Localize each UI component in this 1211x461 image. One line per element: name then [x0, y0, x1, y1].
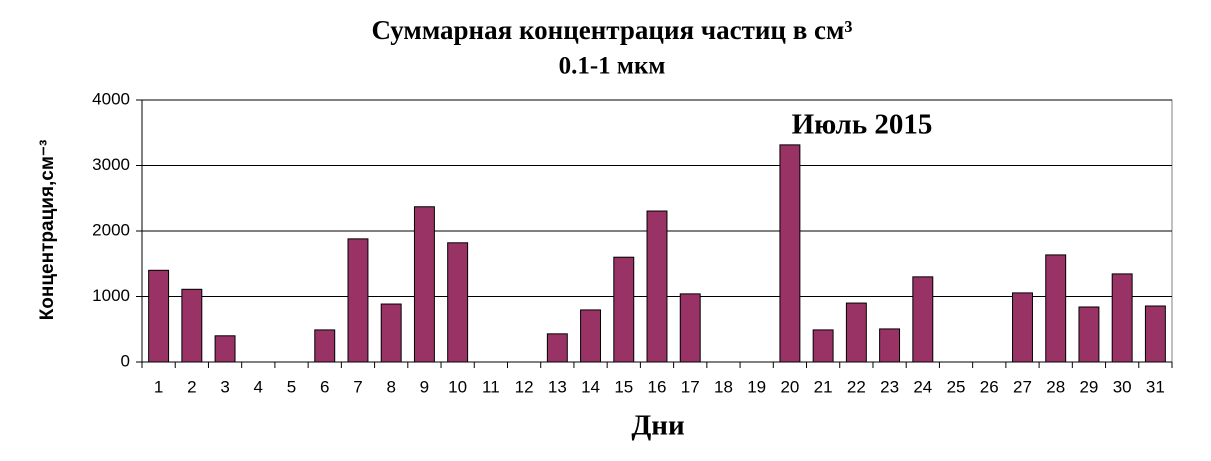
x-tick-label: 27: [1013, 377, 1032, 396]
x-tick-label: 7: [353, 377, 362, 396]
bar: [1012, 292, 1033, 363]
x-tick-label: 6: [320, 377, 329, 396]
x-tick-label: 11: [482, 377, 500, 396]
x-tick-label: 16: [648, 377, 667, 396]
x-tick-label: 1: [154, 377, 163, 396]
bar: [679, 293, 701, 363]
x-tick-label: 3: [220, 377, 229, 396]
bar: [314, 329, 336, 363]
x-tick-label: 31: [1146, 377, 1165, 396]
x-tick-label: 12: [515, 377, 534, 396]
y-tick-label: 3000: [92, 155, 130, 174]
bar: [214, 335, 236, 363]
bar: [380, 303, 402, 363]
y-tick-label: 0: [121, 351, 130, 370]
bar: [646, 210, 668, 363]
bar: [1045, 254, 1067, 363]
x-tick-label: 23: [880, 377, 899, 396]
x-tick-label: 25: [947, 377, 966, 396]
x-tick-label: 15: [614, 377, 633, 396]
x-axis-label: Дни: [631, 410, 684, 442]
x-tick-label: 14: [581, 377, 600, 396]
y-tick-label: 4000: [92, 89, 130, 108]
x-tick-label: 20: [780, 377, 799, 396]
bar: [845, 302, 867, 363]
x-tick-label: 24: [913, 377, 932, 396]
bar: [413, 206, 435, 363]
x-tick-label: 28: [1046, 377, 1065, 396]
bar: [613, 256, 635, 363]
bar: [447, 242, 469, 363]
x-tick-label: 17: [681, 377, 700, 396]
bar: [347, 238, 369, 363]
bar: [546, 333, 568, 363]
y-tick-label: 1000: [92, 286, 130, 305]
bar: [879, 328, 901, 363]
x-tick-label: 9: [420, 377, 429, 396]
x-tick-label: 19: [747, 377, 766, 396]
x-tick-label: 26: [980, 377, 999, 396]
bar: [181, 288, 203, 363]
annotation: Июль 2015: [792, 109, 933, 141]
x-tick-label: 4: [254, 377, 263, 396]
y-tick-label: 2000: [92, 220, 130, 239]
x-tick-label: 21: [814, 377, 833, 396]
bar: [812, 329, 834, 363]
bar: [1144, 305, 1166, 363]
x-tick-label: 18: [714, 377, 733, 396]
bar: [1111, 273, 1133, 363]
x-tick-label: 29: [1079, 377, 1098, 396]
y-axis-label: Концентрация,см⁻³: [37, 140, 58, 321]
chart-title: Суммарная концентрация частиц в см³: [371, 15, 852, 45]
x-tick-label: 2: [187, 377, 196, 396]
x-tick-label: 13: [548, 377, 567, 396]
bar: [580, 309, 602, 363]
chart-subtitle: 0.1-1 мкм: [559, 53, 666, 80]
bar: [779, 144, 801, 363]
x-tick-label: 22: [847, 377, 866, 396]
x-tick-label: 10: [448, 377, 467, 396]
x-tick-label: 5: [287, 377, 296, 396]
x-tick-label: 30: [1113, 377, 1132, 396]
x-tick-label: 8: [386, 377, 395, 396]
bar: [912, 276, 934, 363]
bar: [148, 269, 170, 363]
bar: [1078, 306, 1100, 363]
